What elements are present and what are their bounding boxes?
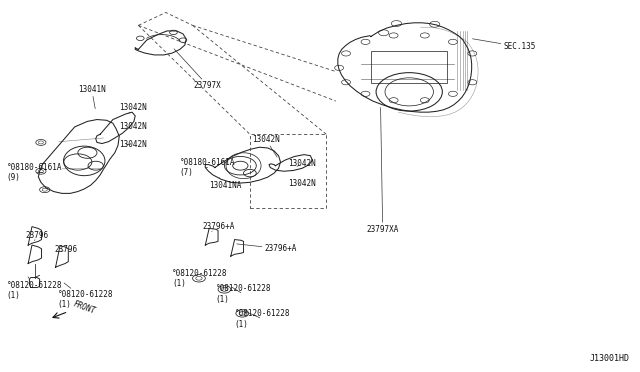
Text: 13042N: 13042N — [119, 122, 147, 131]
Text: 23796+A: 23796+A — [203, 222, 235, 231]
Text: 13041N: 13041N — [78, 85, 106, 109]
Text: FRONT: FRONT — [72, 299, 96, 316]
Text: SEC.135: SEC.135 — [472, 39, 536, 51]
Text: 13041NA: 13041NA — [209, 178, 241, 190]
Text: 13042N: 13042N — [288, 159, 316, 169]
Text: 23797X: 23797X — [174, 49, 221, 90]
Text: °08120-61228
(1): °08120-61228 (1) — [216, 285, 271, 304]
Text: °08120-61228
(1): °08120-61228 (1) — [172, 269, 228, 288]
Text: 13042N: 13042N — [119, 103, 147, 113]
Text: 13042N: 13042N — [288, 179, 316, 188]
Text: °08120-61228
(1): °08120-61228 (1) — [235, 309, 290, 328]
Text: °08120-61228
(1): °08120-61228 (1) — [6, 277, 62, 300]
Text: 13042N: 13042N — [119, 140, 147, 149]
Text: J13001HD: J13001HD — [589, 354, 629, 363]
Text: °08180-6161A
(9): °08180-6161A (9) — [6, 163, 62, 182]
Bar — [371, 51, 447, 83]
Text: 23796: 23796 — [54, 246, 77, 254]
Text: 23796+A: 23796+A — [237, 244, 297, 253]
Text: °08120-61228
(1): °08120-61228 (1) — [58, 283, 113, 310]
Text: 23796: 23796 — [26, 231, 49, 241]
Text: °08180-6161A
(7): °08180-6161A (7) — [180, 158, 236, 177]
Text: 23797XA: 23797XA — [367, 108, 399, 234]
Text: 13042N: 13042N — [252, 135, 280, 157]
